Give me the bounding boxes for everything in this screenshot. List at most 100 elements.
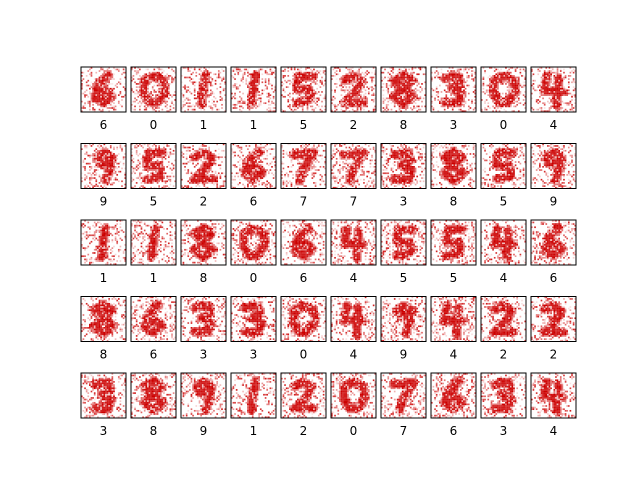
tile-frame	[80, 66, 127, 113]
digit-tile: 2	[180, 143, 227, 209]
digit-tile: 1	[230, 372, 277, 438]
digit-label: 7	[300, 195, 308, 209]
digit-label: 1	[150, 271, 158, 285]
digit-tile: 7	[380, 372, 427, 438]
digit-tile: 5	[130, 143, 177, 209]
digit-label: 5	[450, 271, 458, 285]
tile-frame	[330, 219, 377, 266]
digit-label: 3	[100, 424, 108, 438]
digit-label: 0	[350, 424, 358, 438]
digit-tile: 3	[480, 372, 527, 438]
tile-frame	[480, 66, 527, 113]
digit-label: 0	[500, 118, 508, 132]
digit-label: 4	[550, 424, 558, 438]
digit-tile: 9	[530, 143, 577, 209]
digit-label: 4	[450, 348, 458, 362]
tile-frame	[180, 372, 227, 419]
tile-frame	[130, 372, 177, 419]
tile-frame	[280, 66, 327, 113]
digit-tile: 9	[380, 296, 427, 362]
tile-frame	[480, 296, 527, 342]
tile-frame	[80, 372, 127, 419]
digit-label: 3	[250, 348, 258, 362]
tile-frame	[530, 219, 577, 266]
digit-tile: 5	[480, 143, 527, 209]
digit-tile: 2	[530, 296, 577, 362]
digit-tile: 2	[480, 296, 527, 362]
digit-tile: 0	[230, 219, 277, 285]
tile-frame	[280, 143, 327, 189]
digit-label: 3	[500, 424, 508, 438]
digit-label: 4	[350, 348, 358, 362]
digit-tile: 0	[330, 372, 377, 438]
tile-frame	[130, 296, 177, 342]
digit-label: 8	[450, 195, 458, 209]
digit-tile: 8	[380, 66, 427, 132]
digit-tile: 3	[380, 143, 427, 209]
digit-label: 9	[100, 195, 108, 209]
tile-frame	[380, 296, 427, 342]
digit-label: 4	[550, 118, 558, 132]
tile-frame	[230, 219, 277, 266]
tile-frame	[380, 372, 427, 419]
tile-frame	[80, 219, 127, 266]
tile-frame	[330, 372, 377, 419]
digit-tile: 6	[130, 296, 177, 362]
tile-frame	[480, 219, 527, 266]
tile-frame	[530, 143, 577, 189]
digit-label: 1	[100, 271, 108, 285]
tile-frame	[530, 296, 577, 342]
digit-label: 9	[400, 348, 408, 362]
tile-frame	[80, 296, 127, 342]
digit-label: 2	[500, 348, 508, 362]
tile-frame	[430, 66, 477, 113]
tile-frame	[230, 66, 277, 113]
digit-tile: 6	[230, 143, 277, 209]
tile-frame	[280, 296, 327, 342]
digit-tile: 0	[130, 66, 177, 132]
tile-frame	[380, 143, 427, 189]
digit-tile: 4	[330, 296, 377, 362]
tile-frame	[330, 143, 377, 189]
digit-tile: 4	[430, 296, 477, 362]
tile-frame	[430, 296, 477, 342]
digit-label: 5	[400, 271, 408, 285]
digit-label: 6	[100, 118, 108, 132]
tile-frame	[180, 143, 227, 189]
digit-label: 1	[200, 118, 208, 132]
digit-label: 4	[350, 271, 358, 285]
tile-frame	[130, 219, 177, 266]
tile-frame	[380, 66, 427, 113]
tile-frame	[430, 372, 477, 419]
digit-label: 7	[350, 195, 358, 209]
digit-tile: 8	[180, 219, 227, 285]
tile-frame	[530, 66, 577, 113]
digit-label: 8	[200, 271, 208, 285]
digit-tile: 0	[280, 296, 327, 362]
digit-label: 8	[100, 348, 108, 362]
digit-tile: 5	[430, 219, 477, 285]
digit-label: 0	[300, 348, 308, 362]
digit-label: 6	[550, 271, 558, 285]
digit-label: 2	[550, 348, 558, 362]
tile-frame	[230, 143, 277, 189]
tile-frame	[530, 372, 577, 419]
digit-label: 4	[500, 271, 508, 285]
tile-frame	[430, 143, 477, 189]
digit-tile: 4	[530, 372, 577, 438]
digit-tile: 1	[80, 219, 127, 285]
digit-tile: 8	[130, 372, 177, 438]
digit-label: 2	[200, 195, 208, 209]
digit-tile: 1	[230, 66, 277, 132]
tile-frame	[180, 66, 227, 113]
digit-label: 2	[300, 424, 308, 438]
digit-label: 6	[300, 271, 308, 285]
tile-frame	[280, 372, 327, 419]
digit-label: 2	[350, 118, 358, 132]
digit-label: 6	[150, 348, 158, 362]
digit-tile: 3	[430, 66, 477, 132]
digit-tile: 8	[430, 143, 477, 209]
digit-tile: 3	[180, 296, 227, 362]
digit-label: 9	[550, 195, 558, 209]
